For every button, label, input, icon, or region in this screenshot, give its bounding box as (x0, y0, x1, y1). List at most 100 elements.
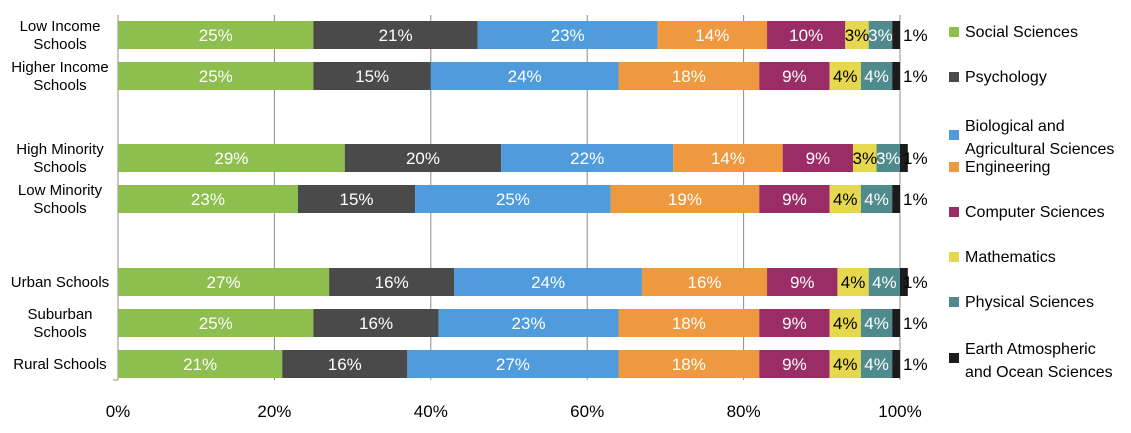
bar-segment (860, 62, 893, 90)
bar-value-label: 4% (864, 355, 889, 374)
bar-segment (868, 21, 893, 49)
bar-value-label: 4% (833, 355, 858, 374)
bar-value-label: 4% (833, 67, 858, 86)
bar-value-label: 27% (207, 273, 241, 292)
bar-value-label: 27% (496, 355, 530, 374)
bar-segment (618, 350, 760, 378)
bar-value-label: 1% (903, 273, 928, 292)
bar-value-label: 23% (191, 190, 225, 209)
legend-label: Earth Atmospheric and Ocean Sciences (965, 341, 1113, 381)
bar-value-label: 3% (853, 149, 878, 168)
bar-segment (118, 21, 314, 49)
bar-segment (313, 309, 439, 337)
bar-segment (759, 185, 830, 213)
category-label: Urban Schools (11, 274, 109, 291)
bar-value-label: 3% (876, 149, 901, 168)
legend-item: Computer Sciences (949, 204, 1105, 221)
bar-value-label: 18% (672, 355, 706, 374)
x-tick-label: 40% (414, 402, 448, 421)
bar-value-label: 1% (903, 67, 928, 86)
category-label: Suburban Schools (27, 306, 92, 341)
legend-label-line: and Ocean Sciences (965, 364, 1113, 381)
category-label-line: Schools (33, 77, 86, 94)
legend: Social Sciences Psychology Biological and A… (949, 24, 1114, 381)
x-tick-label: 20% (257, 402, 291, 421)
legend-item: Physical Sciences (949, 294, 1094, 311)
bar-segment (430, 62, 619, 90)
category-label-line: Suburban (27, 306, 92, 323)
legend-label-line: Social Sciences (965, 24, 1078, 41)
bar-segment (329, 268, 455, 296)
bar-value-label: 18% (672, 67, 706, 86)
bar-value-label: 14% (711, 149, 745, 168)
bar-value-label: 16% (359, 314, 393, 333)
bar-segment (477, 21, 658, 49)
legend-item: Social Sciences (949, 24, 1078, 41)
bar-value-label: 9% (782, 314, 807, 333)
bar-segment (344, 144, 502, 172)
bar-segment (829, 309, 861, 337)
category-label: Rural Schools (13, 356, 106, 373)
bar-group: 25% 15% 24% 18% 9% 4% 4% 1% (118, 62, 928, 90)
bar-value-label: 1% (903, 149, 928, 168)
category-label-line: Urban Schools (11, 274, 109, 291)
bar-segment (892, 309, 900, 337)
bar-value-label: 1% (903, 314, 928, 333)
bar-value-label: 3% (845, 26, 870, 45)
bar-value-label: 25% (199, 67, 233, 86)
bar-segment (118, 309, 314, 337)
category-label-line: Rural Schools (13, 356, 106, 373)
x-tick-label: 100% (878, 402, 921, 421)
legend-swatch (949, 207, 959, 217)
legend-swatch (949, 297, 959, 307)
legend-swatch (949, 353, 959, 363)
bar-value-label: 15% (355, 67, 389, 86)
bar-value-label: 4% (864, 190, 889, 209)
bar-value-label: 15% (339, 190, 373, 209)
bar-segment (829, 350, 861, 378)
legend-item: Earth Atmospheric and Ocean Sciences (949, 341, 1113, 381)
category-label: High Minority Schools (16, 141, 104, 176)
bar-segment (610, 185, 760, 213)
bar-value-label: 25% (199, 26, 233, 45)
bar-segment (313, 62, 431, 90)
bar-segment (829, 185, 861, 213)
bar-segment (860, 185, 893, 213)
bar-value-label: 4% (864, 314, 889, 333)
bar-segment (767, 268, 838, 296)
bar-value-label: 4% (864, 67, 889, 86)
legend-item: Mathematics (949, 249, 1056, 266)
legend-label: Psychology (965, 69, 1047, 86)
bar-segment (829, 62, 861, 90)
legend-label-line: Psychology (965, 69, 1047, 86)
bar-segment (282, 350, 408, 378)
bar-segment (618, 309, 760, 337)
bar-value-label: 16% (375, 273, 409, 292)
legend-label: Social Sciences (965, 24, 1078, 41)
bar-segment (759, 350, 830, 378)
category-label-line: Schools (33, 36, 86, 53)
legend-label-line: Computer Sciences (965, 204, 1105, 221)
bar-segment (438, 309, 619, 337)
bar-value-label: 1% (903, 190, 928, 209)
legend-label-line: Engineering (965, 159, 1050, 176)
category-label-line: Schools (33, 200, 86, 217)
bar-segment (782, 144, 854, 172)
category-label: Higher Income Schools (11, 59, 109, 94)
bar-segment (900, 268, 908, 296)
bar-segment (501, 144, 674, 172)
bar-value-label: 20% (406, 149, 440, 168)
x-tick-label: 60% (570, 402, 604, 421)
bar-segment (892, 350, 900, 378)
bar-segment (860, 350, 893, 378)
bar-value-label: 24% (508, 67, 542, 86)
bar-value-label: 14% (695, 26, 729, 45)
bar-segment (845, 21, 869, 49)
bar-segment (767, 21, 846, 49)
bar-value-label: 10% (789, 26, 823, 45)
bar-group: 25% 16% 23% 18% 9% 4% 4% 1% (118, 309, 928, 337)
bar-segment (415, 185, 611, 213)
bar-value-label: 4% (872, 273, 897, 292)
bar-group: 29% 20% 22% 14% 9% 3%3% 1% (118, 144, 928, 172)
bar-value-label: 21% (379, 26, 413, 45)
